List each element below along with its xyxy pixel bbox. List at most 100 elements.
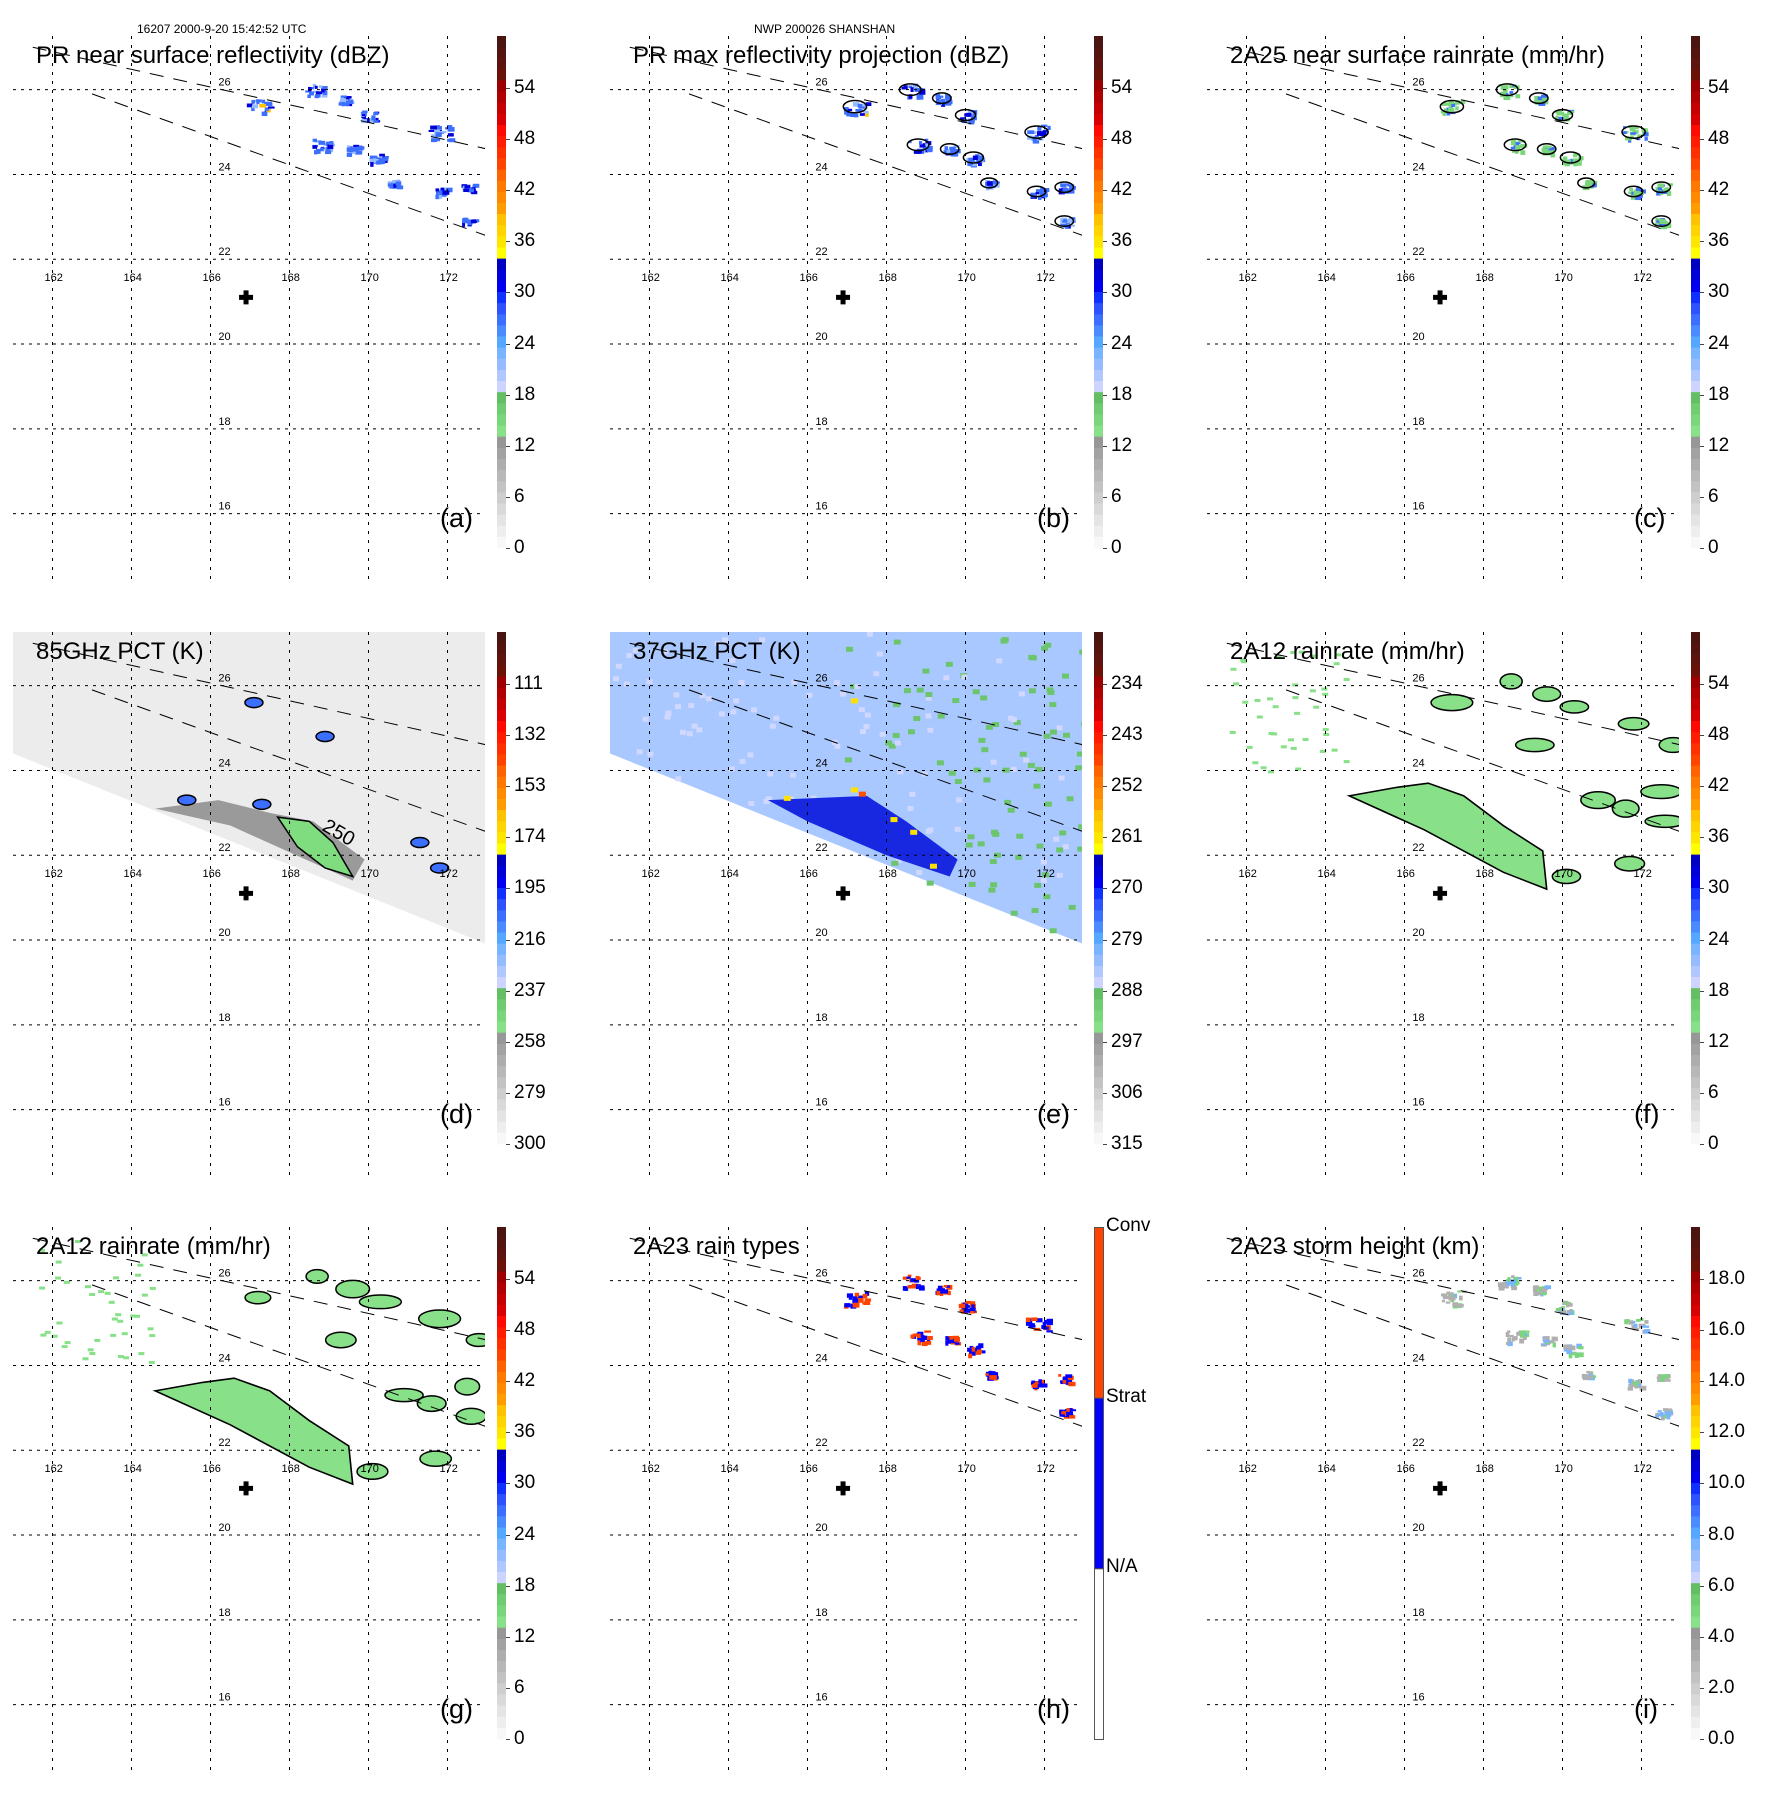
colorbar-tick-label: 42 xyxy=(1708,775,1729,797)
pr-pixel xyxy=(448,133,454,136)
panel-label: (i) xyxy=(1634,1694,1658,1725)
latitude-label: 24 xyxy=(218,1352,230,1364)
pr-pixel xyxy=(976,1346,981,1348)
colorbar-bin xyxy=(1691,1238,1700,1250)
colorbar-bin xyxy=(1094,910,1103,922)
pct37-pixel xyxy=(613,676,619,681)
pr-pixel xyxy=(268,106,275,108)
colorbar-bin xyxy=(1691,381,1700,393)
pr-pixel xyxy=(849,1295,853,1300)
pr-pixel xyxy=(439,195,442,199)
colorbar-bin xyxy=(1691,1111,1700,1123)
colorbar-tick-label: 24 xyxy=(1708,333,1729,355)
storm-center-plus-icon xyxy=(1433,886,1447,900)
latitude-label: 26 xyxy=(1412,1268,1424,1280)
panel-title: 37GHz PCT (K) xyxy=(633,638,801,666)
colorbar-bin xyxy=(1691,654,1700,666)
pct37-cold-pixel xyxy=(859,792,866,797)
colorbar-tick-label: 237 xyxy=(514,980,546,1002)
pr-pixel xyxy=(1511,1275,1514,1278)
longitude-label: 162 xyxy=(642,1463,660,1475)
colorbar-tickmark xyxy=(506,241,510,242)
colorbar-bin xyxy=(497,292,506,304)
longitude-label: 172 xyxy=(1037,272,1055,284)
pct37-pixel xyxy=(1008,808,1015,813)
colorbar-bin xyxy=(1094,125,1103,137)
pct37-pixel xyxy=(1049,702,1056,707)
colorbar-bin xyxy=(497,1539,506,1551)
longitude-label: 170 xyxy=(1555,1463,1573,1475)
colorbar-tickmark xyxy=(1700,88,1704,89)
colorbar-tick-label: 18 xyxy=(514,1575,535,1597)
colorbar-bin xyxy=(1094,92,1103,104)
pct37-pixel xyxy=(733,698,739,703)
colorbar-bin xyxy=(1094,944,1103,956)
colorbar-bin xyxy=(497,1683,506,1695)
pr-pixel xyxy=(1660,1412,1663,1417)
colorbar-tickmark xyxy=(1700,1381,1704,1382)
pr-pixel xyxy=(1568,1303,1573,1307)
colorbar-tick-label: 16.0 xyxy=(1708,1319,1745,1341)
colorbar-bin xyxy=(1094,158,1103,170)
colorbar-bin xyxy=(1691,1639,1700,1651)
colorbar-bin xyxy=(1691,999,1700,1011)
colorbar-bin xyxy=(497,426,506,438)
colorbar-tick-label: 297 xyxy=(1111,1031,1143,1053)
colorbar-bin xyxy=(1691,192,1700,204)
colorbar-tickmark xyxy=(1700,888,1704,889)
latitude-label: 16 xyxy=(1412,501,1424,513)
colorbar-tickmark xyxy=(506,190,510,191)
colorbar-bin xyxy=(1691,799,1700,811)
latitude-label: 24 xyxy=(1412,161,1424,173)
pr-pixel xyxy=(844,1303,850,1307)
pr-pixel xyxy=(1640,1386,1647,1391)
colorbar-tick-label: 6 xyxy=(514,1677,525,1699)
pct37-pixel xyxy=(834,744,840,749)
pr-pixel xyxy=(1644,1320,1648,1324)
pr-pixel xyxy=(944,1285,947,1287)
rain-pixel xyxy=(56,1261,62,1264)
pr-pixel xyxy=(1457,1290,1461,1292)
colorbar-bin xyxy=(1691,203,1700,215)
pr-pixel xyxy=(1026,1318,1031,1322)
pct37-pixel xyxy=(1083,913,1090,918)
pct37-pixel xyxy=(880,732,886,737)
colorbar-tick-label: 0 xyxy=(1111,537,1122,559)
colorbar-bin xyxy=(497,1088,506,1100)
colorbar-bin xyxy=(1094,348,1103,360)
colorbar-bin xyxy=(497,392,506,404)
pct37-pixel xyxy=(907,806,913,811)
colorbar-bin xyxy=(1094,1055,1103,1067)
panel-title: 2A12 rainrate (mm/hr) xyxy=(36,1233,271,1261)
colorbar-tick-label: 12 xyxy=(1111,435,1132,457)
latitude-label: 24 xyxy=(815,757,827,769)
colorbar-bin xyxy=(1691,710,1700,722)
longitude-label: 166 xyxy=(800,272,818,284)
colorbar-tick-label: 261 xyxy=(1111,826,1143,848)
longitude-label: 170 xyxy=(958,868,976,880)
colorbar-bin xyxy=(1691,426,1700,438)
pct37-pixel xyxy=(966,842,973,847)
rain-pixel xyxy=(1323,733,1329,736)
colorbar-tick-label: 24 xyxy=(514,1524,535,1546)
pr-pixel xyxy=(1442,1300,1445,1303)
colorbar-bin xyxy=(497,699,506,711)
colorbar-tick-label: 195 xyxy=(514,877,546,899)
colorbar-tick-label: 2.0 xyxy=(1708,1677,1734,1699)
longitude-label: 172 xyxy=(1634,272,1652,284)
longitude-label: 170 xyxy=(361,1463,379,1475)
colorbar-bin xyxy=(1094,170,1103,182)
colorbar-bin xyxy=(497,799,506,811)
colorbar-bin xyxy=(497,1706,506,1718)
pr-pixel xyxy=(313,139,317,142)
pr-pixel xyxy=(362,114,365,116)
pct85-cold-cell xyxy=(245,698,263,708)
colorbar-bin xyxy=(1094,699,1103,711)
colorbar-tickmark xyxy=(506,684,510,685)
colorbar-bin xyxy=(1094,677,1103,689)
colorbar-bin xyxy=(1691,910,1700,922)
colorbar-tick-label: 54 xyxy=(1111,77,1132,99)
